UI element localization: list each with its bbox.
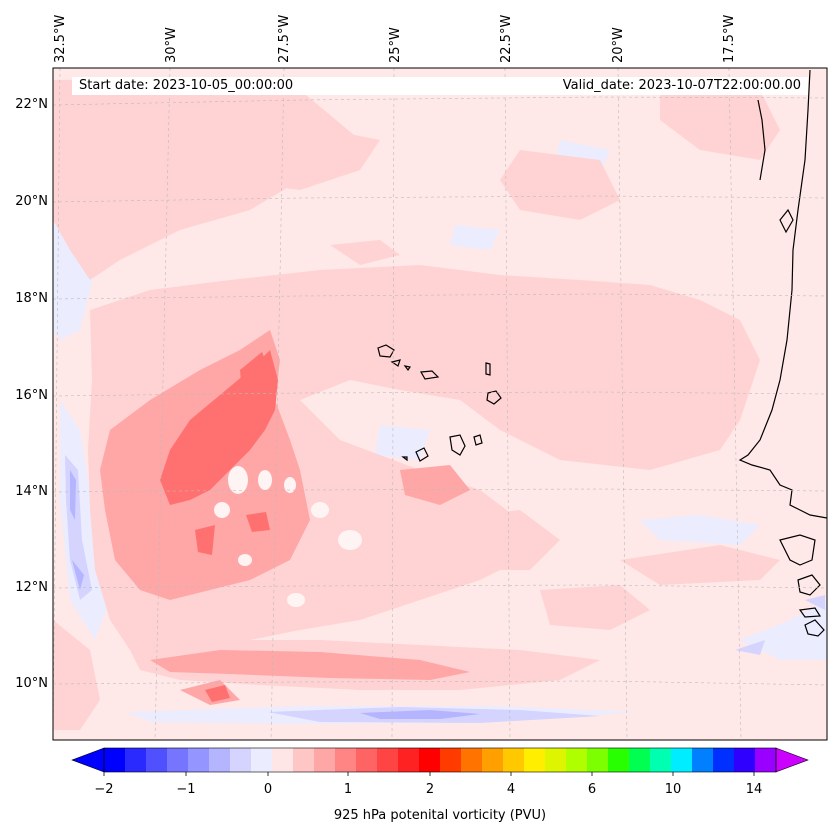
colorbar-cell: [650, 748, 672, 772]
colorbar-tick-label: 14: [745, 782, 763, 797]
colorbar-cell: [692, 748, 714, 772]
colorbar-cell: [566, 748, 588, 772]
colorbar-cell: [125, 748, 147, 772]
map-frame: [52, 67, 828, 741]
colorbar-cell: [314, 748, 336, 772]
colorbar-tick-label: 10: [664, 782, 682, 797]
colorbar-cell: [335, 748, 357, 772]
colorbar-tick-label: 6: [587, 782, 597, 797]
lon-label-32.5w: 32.5°W: [53, 14, 68, 63]
date-banner: [72, 77, 808, 95]
colorbar-cell: [377, 748, 399, 772]
colorbar-over-triangle: [775, 747, 809, 773]
start-date-text: Start date: 2023-10-05_00:00:00: [79, 78, 294, 93]
colorbar-cell: [671, 748, 693, 772]
colorbar-cell: [251, 748, 273, 772]
colorbar-cell: [545, 748, 567, 772]
colorbar-cell: [230, 748, 252, 772]
colorbar-cell: [167, 748, 189, 772]
colorbar-cell: [398, 748, 420, 772]
colorbar-cell: [272, 748, 294, 772]
lon-label-20w: 20°W: [611, 27, 626, 63]
colorbar-cell: [587, 748, 609, 772]
colorbar-tick-label: 4: [506, 782, 516, 797]
valid-date-text: Valid_date: 2023-10-07T22:00:00.00: [562, 78, 801, 93]
colorbar-cell: [440, 748, 462, 772]
lon-label-25w: 25°W: [388, 27, 403, 63]
colorbar-cell: [146, 748, 168, 772]
colorbar-tick-label: 2: [425, 782, 435, 797]
cape-verde-islands: [377, 344, 502, 462]
lon-label-17.5w: 17.5°W: [722, 14, 737, 63]
colorbar-frame: [103, 747, 777, 773]
colorbar-cell: [608, 748, 630, 772]
lat-label-18n: 18°N: [15, 291, 48, 306]
lat-label-22n: 22°N: [15, 97, 48, 112]
lat-label-14n: 14°N: [15, 484, 48, 499]
coastline: [738, 69, 827, 637]
colorbar-tick-label: −2: [94, 782, 114, 797]
colorbar-cell: [482, 748, 504, 772]
colorbar-title: 925 hPa potenital vorticity (PVU): [333, 808, 547, 823]
colorbar-cell: [524, 748, 546, 772]
lat-label-12n: 12°N: [15, 580, 48, 595]
lat-label-16n: 16°N: [15, 388, 48, 403]
colorbar-tick-label: 1: [343, 782, 353, 797]
colorbar-cell: [503, 748, 525, 772]
lat-label-20n: 20°N: [15, 194, 48, 209]
colorbar-tick-label: −1: [176, 782, 196, 797]
lon-label-27.5w: 27.5°W: [277, 14, 292, 63]
colorbar-cell: [713, 748, 735, 772]
colorbar-cell: [629, 748, 651, 772]
pv-blue-core: [70, 470, 480, 719]
gridlines: [53, 68, 827, 740]
colorbar-cell: [104, 748, 126, 772]
lat-label-10n: 10°N: [15, 676, 48, 691]
colorbar-under-triangle: [71, 747, 105, 773]
pv-strong-positive: [160, 350, 278, 702]
colorbar-cell: [188, 748, 210, 772]
colorbar-cell: [755, 748, 777, 772]
lon-label-22.5w: 22.5°W: [499, 14, 514, 63]
colorbar-cell: [293, 748, 315, 772]
lon-label-30w: 30°W: [164, 27, 179, 63]
colorbar-tick-label: 0: [263, 782, 273, 797]
pv-white-holes: [214, 466, 362, 607]
colorbar-cell: [209, 748, 231, 772]
colorbar-cell: [461, 748, 483, 772]
colorbar-cell: [356, 748, 378, 772]
colorbar: [104, 748, 777, 772]
colorbar-cell: [734, 748, 756, 772]
colorbar-cell: [419, 748, 441, 772]
